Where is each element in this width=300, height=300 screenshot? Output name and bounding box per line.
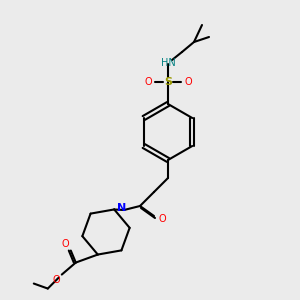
Text: S: S: [164, 77, 172, 87]
Text: O: O: [184, 77, 192, 87]
Text: O: O: [53, 274, 61, 285]
Text: O: O: [144, 77, 152, 87]
Text: N: N: [117, 203, 127, 213]
Text: O: O: [158, 214, 166, 224]
Text: O: O: [62, 238, 70, 249]
Text: HN: HN: [160, 58, 175, 68]
